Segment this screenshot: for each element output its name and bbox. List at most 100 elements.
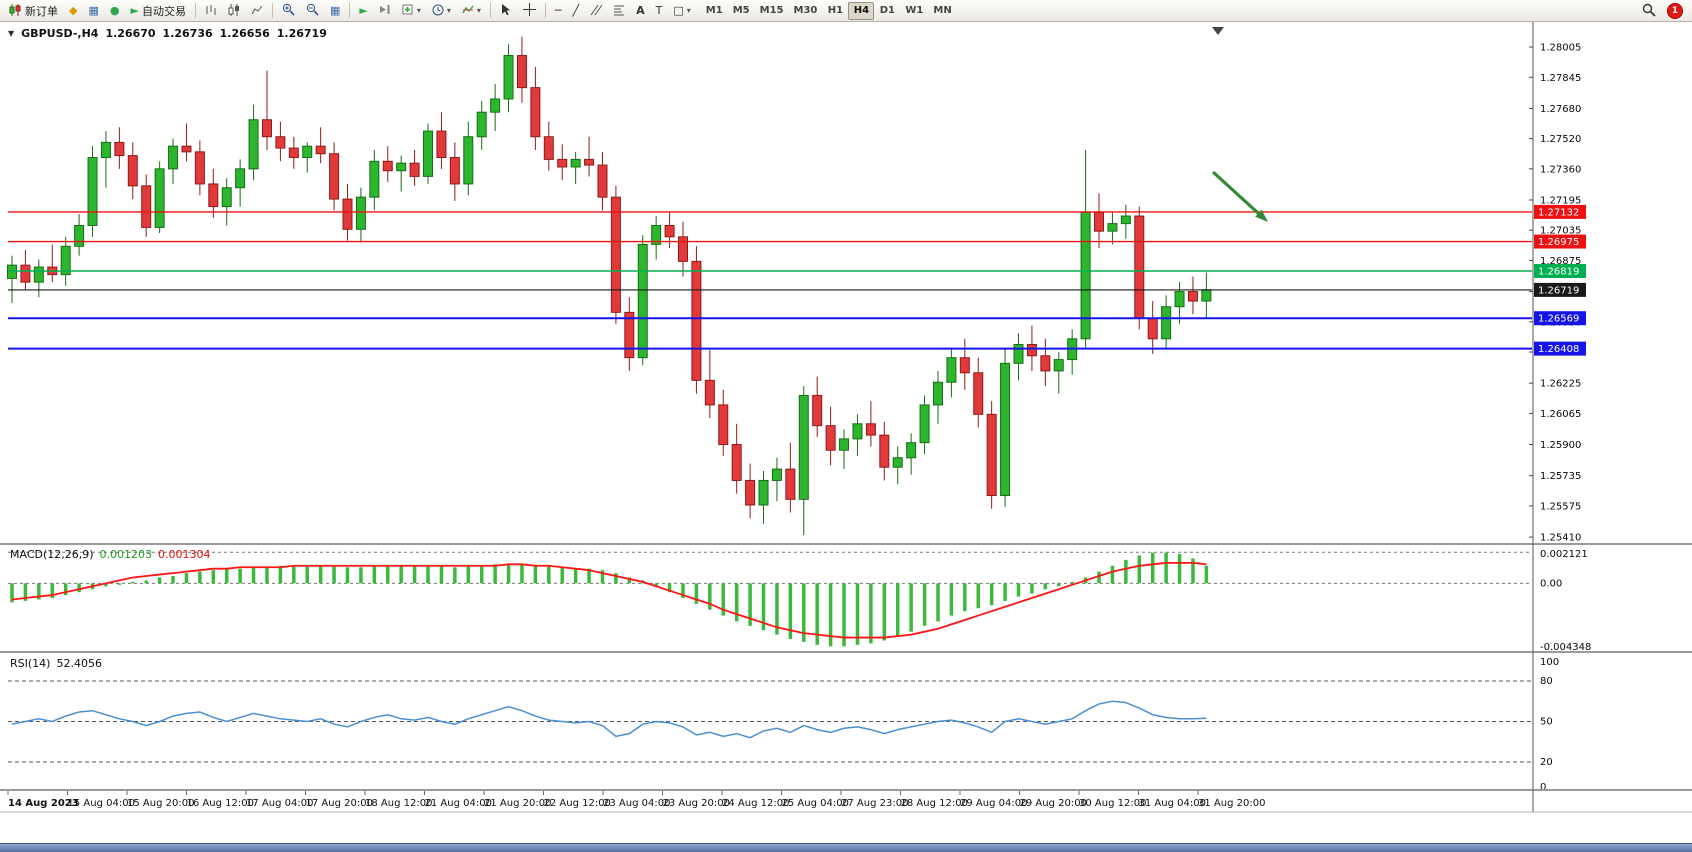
cursor-button[interactable] (495, 1, 517, 20)
terminal-button[interactable]: ▦ (83, 1, 103, 20)
autotrading-button[interactable]: ► 自动交易 (125, 1, 190, 20)
panel-splitter[interactable] (0, 789, 1692, 791)
chart-bars-button[interactable] (200, 1, 222, 20)
svg-text:-0.004348: -0.004348 (1540, 642, 1591, 653)
svg-text:1.27360: 1.27360 (1540, 164, 1581, 175)
svg-text:28 Aug 12:00: 28 Aug 12:00 (901, 798, 968, 809)
periods-button[interactable]: ▾ (427, 1, 456, 20)
crosshair-button[interactable] (518, 1, 541, 20)
macd-axis: 0.002121 0.00 -0.004348 (1540, 549, 1591, 653)
horizontal-line-icon: ─ (554, 4, 562, 17)
toolbar-separator (489, 3, 491, 18)
timeframe-d1[interactable]: D1 (874, 2, 900, 20)
svg-text:1.27035: 1.27035 (1540, 226, 1581, 237)
svg-text:22 Aug 12:00: 22 Aug 12:00 (544, 798, 611, 809)
svg-text:31 Aug 20:00: 31 Aug 20:00 (1198, 798, 1265, 809)
svg-text:1.28005: 1.28005 (1540, 43, 1581, 54)
cursor-icon (500, 3, 512, 18)
ohlc-low: 1.26656 (219, 27, 270, 40)
svg-text:1.26819: 1.26819 (1538, 267, 1579, 278)
notification-badge: 1 (1667, 2, 1683, 19)
community-button[interactable]: ● (105, 1, 125, 20)
svg-text:29 Aug 20:00: 29 Aug 20:00 (1020, 798, 1087, 809)
shapes-button[interactable]: □ ▾ (668, 1, 695, 20)
panel-splitter[interactable] (0, 651, 1692, 653)
dropdown-arrow-icon: ▾ (686, 5, 691, 15)
timeframe-h4[interactable]: H4 (848, 1, 875, 20)
timeframe-m30[interactable]: M30 (789, 2, 823, 20)
chart-shift-button[interactable] (374, 1, 396, 20)
svg-text:100: 100 (1540, 657, 1559, 668)
macd-indicator-label: MACD(12,26,9) 0.001203 0.001304 (10, 548, 211, 561)
macd-panel (8, 551, 1532, 647)
tile-windows-button[interactable]: ▦ (325, 1, 345, 20)
timeframe-w1[interactable]: W1 (900, 2, 928, 20)
dropdown-arrow-icon: ▾ (476, 5, 481, 15)
chart-candles-button[interactable] (223, 1, 245, 20)
timeframe-toolbar: M1 M5 M15 M30 H1 H4 D1 W1 MN (701, 1, 957, 20)
svg-text:1.27845: 1.27845 (1540, 73, 1581, 84)
chart-shift-marker[interactable] (1212, 27, 1224, 35)
new-chart-button[interactable]: ▾ (397, 1, 426, 20)
equidistant-channel-icon (590, 4, 603, 18)
trendline-icon: ╱ (572, 4, 580, 17)
tile-windows-icon: ▦ (329, 4, 341, 17)
zoom-in-button[interactable] (277, 1, 300, 20)
chart-shift-icon (379, 4, 391, 17)
fibonacci-icon (613, 4, 625, 18)
svg-text:0.002121: 0.002121 (1540, 549, 1588, 560)
clock-icon (432, 4, 444, 18)
search-icon (1642, 3, 1656, 19)
label-tool-icon: T (655, 4, 663, 17)
svg-text:16 Aug 12:00: 16 Aug 12:00 (187, 798, 254, 809)
indicators-button[interactable]: ▾ (457, 1, 486, 20)
svg-text:1.27195: 1.27195 (1540, 196, 1581, 207)
dropdown-arrow-icon: ▾ (446, 5, 451, 15)
text-tool-button[interactable]: A (631, 1, 650, 20)
new-order-button[interactable]: 新订单 (4, 1, 63, 20)
candlestick-chart-icon (228, 3, 240, 18)
price-badges: 1.27132 1.26975 1.26819 1.26719 1.26569 1.264… (1534, 204, 1586, 356)
rsi-panel (8, 680, 1532, 763)
svg-text:1.26569: 1.26569 (1538, 314, 1579, 325)
timeframe-mn[interactable]: MN (928, 2, 956, 20)
label-tool-button[interactable]: T (651, 1, 668, 20)
metaeditor-button[interactable]: ◆ (64, 1, 82, 20)
zoom-out-button[interactable] (301, 1, 324, 20)
timeframe-m5[interactable]: M5 (728, 2, 755, 20)
svg-text:1.26408: 1.26408 (1538, 344, 1579, 355)
svg-text:1.25410: 1.25410 (1540, 533, 1581, 544)
taskbar-strip (0, 843, 1692, 852)
rsi-value: 52.4056 (56, 657, 102, 670)
panel-splitter[interactable] (0, 543, 1692, 545)
indicators-icon (462, 4, 474, 18)
svg-text:18 Aug 12:00: 18 Aug 12:00 (365, 798, 432, 809)
shapes-icon: □ (673, 4, 684, 17)
trendline-button[interactable]: ╱ (568, 1, 585, 20)
timeframe-m15[interactable]: M15 (755, 2, 789, 20)
auto-scroll-button[interactable]: ► (354, 1, 372, 20)
notifications-button[interactable]: 1 (1662, 1, 1688, 20)
search-button[interactable] (1637, 1, 1661, 20)
chart-line-button[interactable] (246, 1, 268, 20)
price-badge: 1.26975 (1534, 234, 1586, 249)
ohlc-high: 1.26736 (162, 27, 213, 40)
svg-text:23 Aug 20:00: 23 Aug 20:00 (663, 798, 730, 809)
svg-text:0: 0 (1540, 782, 1546, 793)
channel-button[interactable] (585, 1, 607, 20)
new-chart-icon (402, 4, 414, 18)
timeframe-h1[interactable]: H1 (822, 2, 848, 20)
svg-text:17 Aug 04:00: 17 Aug 04:00 (246, 798, 313, 809)
fibonacci-button[interactable] (608, 1, 630, 20)
horizontal-line-button[interactable]: ─ (550, 1, 567, 20)
macd-name: MACD(12,26,9) (10, 548, 94, 561)
crosshair-icon (522, 3, 536, 18)
svg-text:1.26875: 1.26875 (1540, 256, 1581, 267)
zoom-in-icon (282, 3, 295, 18)
trend-arrow-annotation[interactable] (1211, 170, 1268, 222)
one-click-trading-toggle[interactable]: ▼ (8, 29, 15, 38)
svg-text:30 Aug 12:00: 30 Aug 12:00 (1079, 798, 1146, 809)
timeframe-m1[interactable]: M1 (701, 2, 728, 20)
